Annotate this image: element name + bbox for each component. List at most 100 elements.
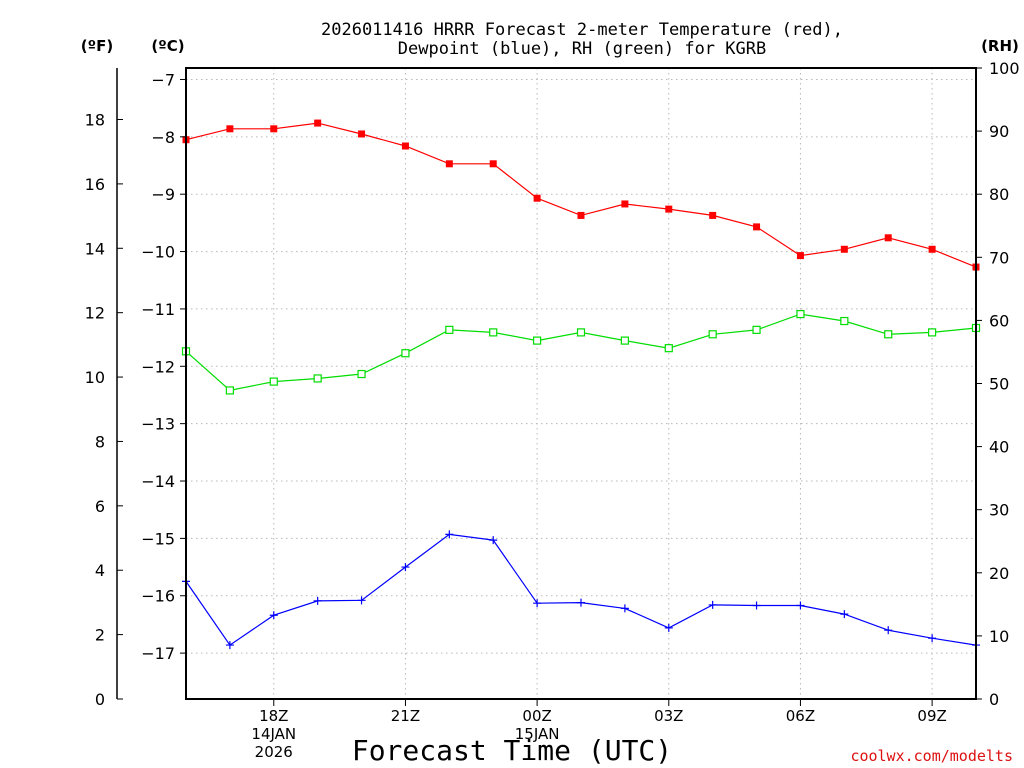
rh-point: [840, 316, 849, 326]
rh-point: [796, 309, 805, 319]
rh-point: [269, 377, 278, 386]
time-tick-label: 14JAN: [251, 725, 296, 743]
x-axis-title: Forecast Time (UTC): [352, 734, 672, 767]
dewpoint-point: [357, 596, 366, 605]
celsius-tick-label: −14: [141, 472, 175, 491]
dewpoint-point: [620, 604, 629, 613]
time-tick-label: 2026: [255, 743, 293, 761]
time-tick-label: 15JAN: [515, 725, 560, 743]
grid-lines: [186, 68, 976, 699]
2-meter-temperature-point: [358, 130, 366, 138]
celsius-tick-label: −15: [141, 529, 175, 548]
rh-unit-label: (RH): [981, 37, 1019, 55]
2-meter-temperature-point: [884, 234, 892, 242]
rh-tick-label: 60: [989, 311, 1009, 330]
fahrenheit-tick-label: 6: [95, 497, 105, 516]
fahrenheit-tick-label: 2: [95, 626, 105, 645]
2-meter-temperature-point: [314, 119, 322, 127]
rh-tick-label: 30: [989, 501, 1009, 520]
rh-tick-label: 10: [989, 627, 1009, 646]
time-tick-label: 00Z: [522, 707, 551, 725]
rh-point: [620, 336, 629, 345]
2-meter-temperature-point: [709, 211, 717, 219]
rh-point: [401, 349, 410, 358]
dewpoint-point: [533, 599, 542, 608]
rh-point: [533, 336, 542, 345]
2-meter-temperature-point: [401, 142, 409, 150]
fahrenheit-tick-label: 0: [95, 690, 105, 709]
2-meter-temperature-point: [753, 223, 761, 231]
rh-point: [357, 369, 366, 379]
source-credit: coolwx.com/modelts: [850, 747, 1013, 765]
2-meter-temperature-point: [533, 194, 541, 202]
time-tick-label: 21Z: [391, 707, 420, 725]
fahrenheit-tick-label: 8: [95, 432, 105, 451]
rh-point: [708, 330, 717, 339]
fahrenheit-unit-label: (ºF): [81, 37, 113, 55]
dewpoint-point: [577, 598, 585, 607]
rh-point: [664, 344, 673, 353]
rh-tick-label: 0: [989, 690, 999, 709]
dewpoint-point: [840, 610, 849, 619]
celsius-tick-label: −17: [141, 644, 175, 663]
celsius-tick-label: −13: [141, 415, 175, 434]
fahrenheit-tick-label: 12: [85, 304, 105, 323]
rh-point: [928, 328, 937, 337]
2-meter-temperature-point: [796, 252, 804, 260]
celsius-tick-label: −7: [151, 70, 175, 89]
rh-tick-label: 70: [989, 248, 1009, 267]
celsius-tick-label: −12: [141, 357, 175, 376]
time-tick-label: 03Z: [654, 707, 683, 725]
chart-title-line-1: 2026011416 HRRR Forecast 2-meter Tempera…: [321, 20, 843, 40]
2-meter-temperature-point: [577, 211, 585, 219]
axes-layer: −7−8−9−10−11−12−13−14−15−16−1718Z14JAN20…: [85, 59, 1020, 761]
fahrenheit-tick-label: 18: [85, 111, 105, 130]
fahrenheit-tick-label: 16: [85, 175, 105, 194]
fahrenheit-tick-label: 10: [85, 368, 105, 387]
dewpoint-point: [752, 601, 761, 610]
dewpoint-point: [796, 601, 805, 610]
rh-point: [576, 328, 586, 337]
dewpoint-point: [269, 611, 278, 620]
rh-tick-label: 100: [989, 59, 1020, 78]
time-tick-label: 09Z: [917, 707, 946, 725]
rh-point: [489, 328, 498, 337]
celsius-tick-label: −9: [151, 185, 175, 204]
celsius-unit-label: (ºC): [151, 37, 184, 55]
rh-tick-label: 90: [989, 122, 1009, 141]
2-meter-temperature-point: [928, 245, 936, 253]
dewpoint-point: [401, 563, 410, 572]
celsius-tick-label: −11: [141, 300, 175, 319]
rh-line: [185, 313, 977, 392]
rh-tick-label: 80: [989, 185, 1009, 204]
rh-tick-label: 40: [989, 438, 1009, 457]
dewpoint-point: [664, 623, 673, 632]
rh-point: [313, 374, 322, 383]
series-layer: [181, 119, 981, 650]
2-meter-temperature-point: [621, 200, 629, 208]
dewpoint-point: [928, 634, 937, 643]
rh-tick-label: 50: [989, 375, 1009, 394]
dewpoint-point: [489, 536, 498, 545]
celsius-tick-label: −8: [151, 128, 175, 147]
2-meter-temperature-line: [185, 122, 977, 268]
2-meter-temperature-point: [445, 160, 453, 168]
rh-tick-label: 20: [989, 564, 1009, 583]
fahrenheit-tick-label: 4: [95, 561, 105, 580]
dewpoint-line: [185, 533, 977, 646]
time-tick-label: 06Z: [786, 707, 815, 725]
rh-point: [752, 325, 761, 334]
chart-title-line-2: Dewpoint (blue), RH (green) for KGRB: [398, 39, 766, 59]
rh-point: [884, 330, 893, 339]
celsius-tick-label: −16: [141, 587, 175, 606]
2-meter-temperature-point: [489, 160, 497, 168]
dewpoint-point: [708, 600, 717, 609]
celsius-tick-label: −10: [141, 243, 175, 262]
dewpoint-point: [445, 530, 454, 539]
2-meter-temperature-point: [270, 125, 278, 133]
time-tick-label: 18Z: [259, 707, 288, 725]
fahrenheit-tick-label: 14: [85, 239, 105, 258]
2-meter-temperature-point: [226, 125, 234, 133]
rh-point: [225, 386, 234, 395]
